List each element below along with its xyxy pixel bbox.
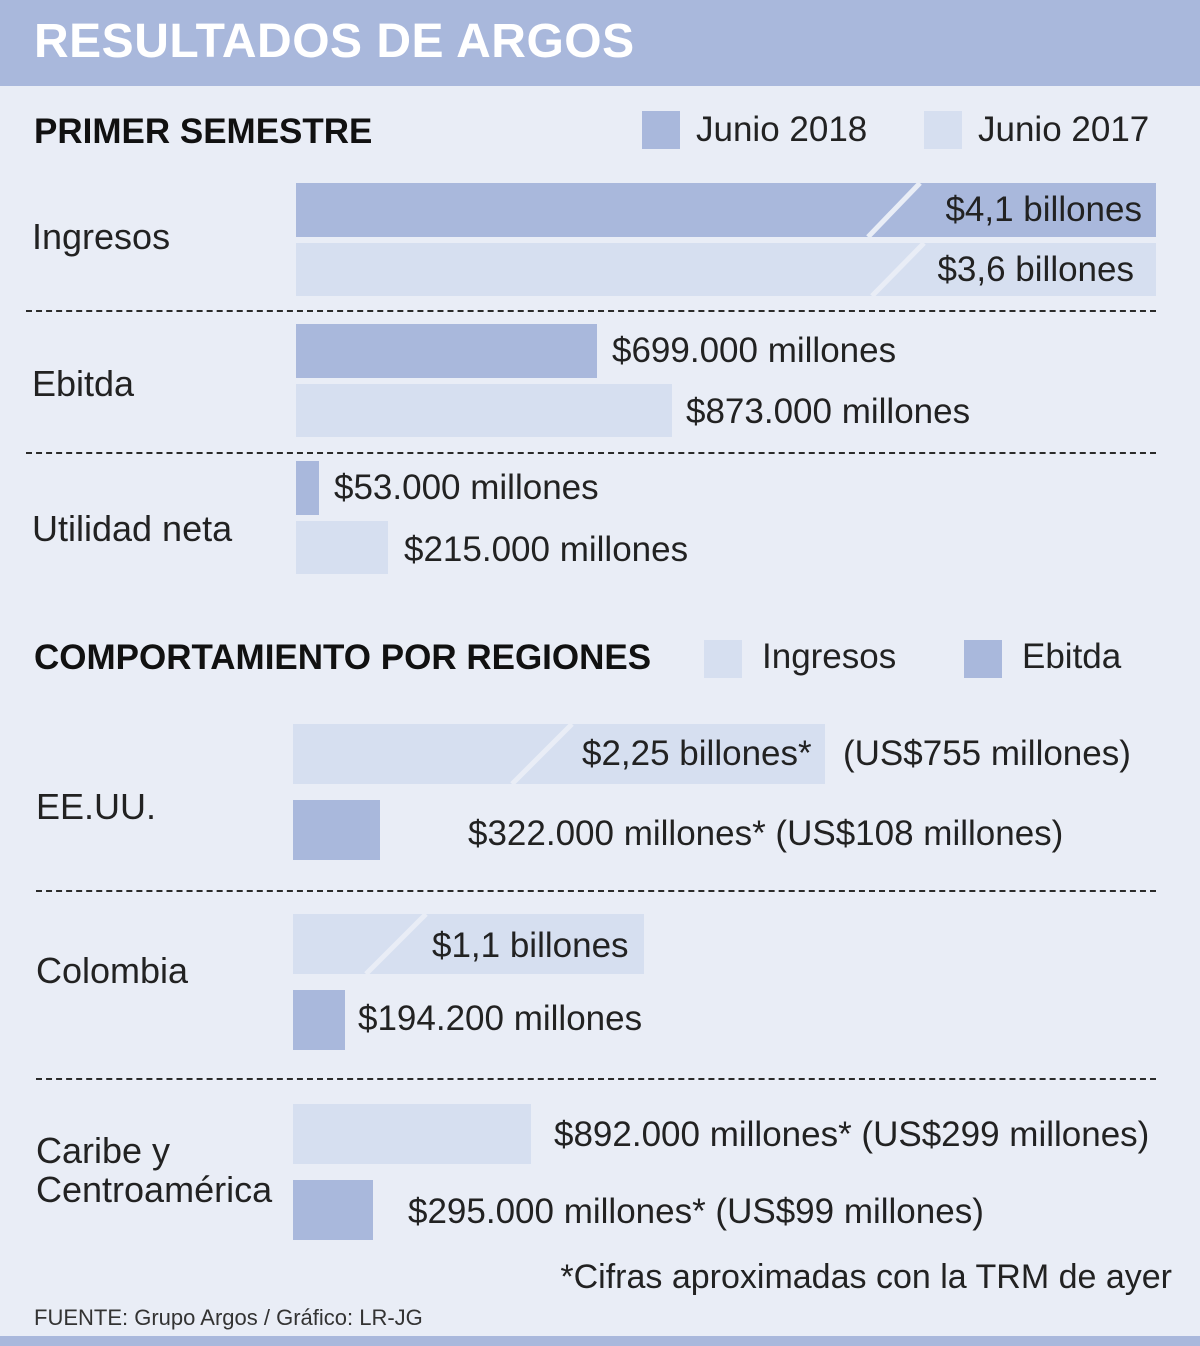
bar-label-eeuu-ebitda: $322.000 millones* (US$108 millones) [468, 814, 1064, 853]
bar-label-eeuu-ingresos: $2,25 billones* [582, 734, 812, 773]
legend-swatch-ebitda [964, 640, 1002, 678]
divider [36, 890, 1156, 892]
bar-label-colombia-ebitda: $194.200 millones [358, 999, 643, 1038]
category-label-ebitda: Ebitda [32, 363, 135, 404]
bar-break-mark [870, 241, 926, 298]
bar-label-ingresos-2017: $3,6 billones [937, 250, 1134, 289]
bar-label-utilidad-2018: $53.000 millones [334, 468, 599, 507]
bar-label-ebitda-2017: $873.000 millones [686, 392, 971, 431]
bar-colombia-ingresos [293, 914, 644, 974]
bar-caribe-ebitda [293, 1180, 373, 1240]
footnote: *Cifras aproximadas con la TRM de ayer [560, 1258, 1172, 1296]
bar-ingresos-junio-2018 [296, 183, 1156, 237]
category-label-caribe-line2: Centroamérica [36, 1169, 273, 1210]
divider [36, 1078, 1156, 1080]
section-heading-primer-semestre: PRIMER SEMESTRE [34, 112, 373, 151]
bar-utilidad-junio-2018 [296, 461, 319, 515]
bar-caribe-ingresos [293, 1104, 531, 1164]
legend-label-ebitda: Ebitda [1022, 637, 1122, 676]
bar-eeuu-ebitda [293, 800, 380, 860]
legend-swatch-ingresos [704, 640, 742, 678]
category-label-colombia: Colombia [36, 950, 189, 991]
legend-label-junio-2018: Junio 2018 [696, 110, 868, 149]
bar-break-mark [364, 912, 428, 976]
bar-ebitda-junio-2018 [296, 324, 597, 378]
bar-ebitda-junio-2017 [296, 384, 672, 437]
legend-label-ingresos: Ingresos [762, 637, 897, 676]
section-heading-regiones: COMPORTAMIENTO POR REGIONES [34, 638, 652, 677]
category-label-caribe-line1: Caribe y [36, 1130, 171, 1171]
source-credit: FUENTE: Grupo Argos / Gráfico: LR-JG [34, 1305, 423, 1330]
category-label-eeuu: EE.UU. [36, 786, 157, 827]
legend-swatch-junio-2017 [924, 111, 962, 149]
bar-label-ingresos-2018: $4,1 billones [945, 190, 1142, 229]
bar-label-ebitda-2018: $699.000 millones [612, 331, 897, 370]
bar-label-caribe-ebitda: $295.000 millones* (US$99 millones) [408, 1192, 984, 1231]
category-label-ingresos: Ingresos [32, 216, 171, 257]
chart-title: RESULTADOS DE ARGOS [34, 15, 635, 68]
bar-label-utilidad-2017: $215.000 millones [404, 530, 689, 569]
bar-ingresos-junio-2017 [296, 243, 1156, 296]
bar-break-mark [866, 181, 922, 239]
legend-label-junio-2017: Junio 2017 [978, 110, 1150, 149]
bar-utilidad-junio-2017 [296, 521, 388, 574]
bar-break-mark [510, 722, 574, 786]
footer-bar [0, 1336, 1200, 1346]
title-banner [0, 0, 1200, 86]
bar-label-colombia-ingresos: $1,1 billones [432, 926, 629, 965]
bar-label-eeuu-ingresos-usd: (US$755 millones) [843, 734, 1131, 773]
category-label-utilidad-neta: Utilidad neta [32, 508, 233, 549]
divider [26, 310, 1156, 312]
bar-colombia-ebitda [293, 990, 345, 1050]
divider [26, 452, 1156, 454]
bar-label-caribe-ingresos: $892.000 millones* (US$299 millones) [554, 1115, 1150, 1154]
legend-swatch-junio-2018 [642, 111, 680, 149]
